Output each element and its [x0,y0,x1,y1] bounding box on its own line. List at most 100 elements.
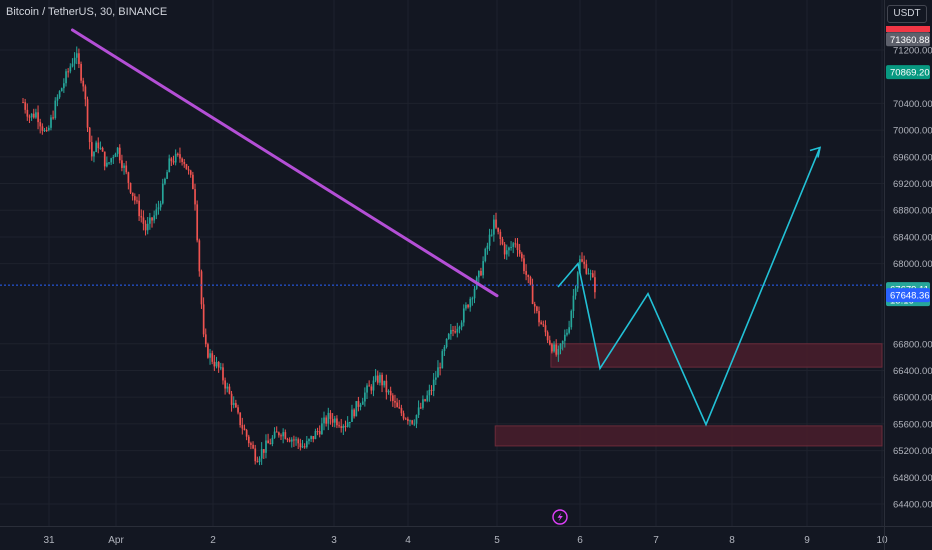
candlesticks [22,46,596,466]
candle-body [179,154,181,159]
candle-body [181,158,183,162]
candle-body [503,244,506,255]
candle-body [411,420,414,424]
candle-body [204,334,207,345]
candle-body [118,147,121,161]
x-tick-label: 8 [729,535,735,546]
candle-body [478,270,480,278]
candle-body [454,331,457,333]
candle-body [564,334,566,341]
candle-body [568,327,570,333]
candle-body [123,165,125,168]
y-tick-label: 71200.00 [893,46,932,57]
candle-body [376,375,379,383]
candle-body [458,327,461,329]
candle-body [30,113,33,118]
currency-button[interactable]: USDT [887,5,927,23]
candle-body [409,420,411,422]
candle-body [299,443,302,448]
y-tick-label: 68400.00 [893,232,932,243]
candle-body [140,216,143,218]
candle-body [561,340,564,344]
candle-body [342,425,345,429]
candle-body [48,127,50,131]
candle-body [533,303,536,307]
candle-body [151,217,153,221]
candle-body [293,439,295,441]
candle-body [108,162,110,164]
candle-body [69,66,72,72]
candle-body [385,380,388,393]
candle-body [84,86,87,100]
candle-body [469,298,472,308]
y-tick-label: 69600.00 [893,152,932,163]
candle-body [591,273,594,278]
x-tick-label: Apr [108,535,124,546]
candle-body [512,243,515,247]
candle-body [368,385,371,387]
candle-body [379,374,381,383]
candle-body [60,88,63,92]
candle-body [589,273,592,275]
candle-body [194,189,196,205]
candle-body [278,432,280,436]
candle-body [361,401,364,405]
price-badge [886,65,930,80]
candle-body [426,395,429,401]
candle-body [501,239,504,245]
candle-body [43,130,46,132]
price-badge [886,32,930,47]
candle-body [495,219,497,228]
candle-body [207,344,209,358]
candle-body [351,409,353,422]
symbol-title: Bitcoin / TetherUS, 30, BINANCE [6,6,168,18]
y-tick-label: 68000.00 [893,259,932,270]
candle-body [170,158,173,162]
candle-body [419,407,422,409]
candle-body [450,329,452,334]
candle-body [45,130,48,132]
candle-body [314,431,317,440]
candle-body [273,431,276,438]
candle-body [559,343,562,350]
candle-body [570,310,573,328]
candle-body [290,439,293,442]
lightning-icon[interactable] [552,509,568,525]
candle-body [308,439,310,442]
candle-body [456,328,459,333]
candle-body [488,234,491,246]
candle-body [275,431,278,433]
y-tick-label: 65600.00 [893,419,932,430]
candle-body [71,63,74,67]
candle-body [136,200,138,202]
candle-body [73,57,76,64]
x-tick-label: 3 [331,535,337,546]
candle-body [338,425,340,427]
candle-body [75,53,78,58]
candle-body [93,151,95,157]
candle-body [525,271,527,275]
candle-body [297,439,300,444]
candle-body [372,380,375,391]
candle-body [157,207,160,210]
candle-body [544,325,547,333]
candle-body [202,304,205,335]
candle-body [325,417,328,424]
candle-body [443,347,446,352]
candle-body [80,63,82,81]
candle-body [398,407,401,409]
y-tick-label: 64400.00 [893,500,932,511]
y-tick-label: 66800.00 [893,339,932,350]
candle-body [355,401,358,417]
candle-body [374,375,377,381]
candle-body [551,344,553,352]
candle-body [536,306,538,312]
candle-body [230,393,233,405]
candle-body [189,170,192,175]
candle-body [439,367,441,369]
candle-body [254,448,257,462]
candle-body [572,295,575,311]
